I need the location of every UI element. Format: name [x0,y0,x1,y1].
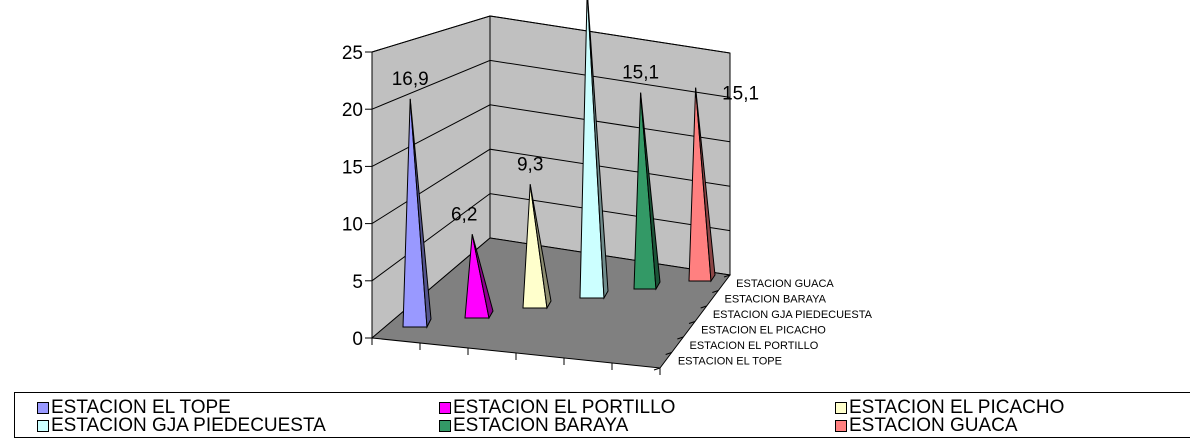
gridline [371,59,731,110]
legend-item: ESTACION BARAYA [439,415,629,436]
depth-tick-mark [700,305,707,309]
depth-tick-mark [665,352,672,355]
legend-item: ESTACION EL TOPE [37,397,231,418]
depth-category-label: ESTACION BARAYA [725,293,827,305]
y-tick-label: 15 [342,157,363,178]
legend-label: ESTACION EL PORTILLO [453,397,676,418]
depth-category-label: ESTACION GUACA [736,278,834,290]
legend-label: ESTACION EL PICACHO [849,397,1065,418]
legend-label: ESTACION GJA PIEDECUESTA [51,415,326,436]
legend-label: ESTACION EL TOPE [51,397,231,418]
legend-swatch [439,420,451,432]
y-tick-label: 10 [342,215,363,236]
depth-tick-mark [723,274,731,278]
depth-tick-mark [677,336,684,340]
legend-label: ESTACION GUACA [849,415,1018,436]
bar-side-face [409,98,432,329]
data-label: 15,1 [622,63,659,84]
legend-swatch [37,420,49,432]
bar-side-face [695,87,716,283]
y-tick-label: 20 [342,100,363,121]
data-label: 6,2 [451,204,477,225]
data-label: 9,3 [517,154,543,175]
bar-side-face [640,92,661,291]
depth-category-label: ESTACION GJA PIEDECUESTA [713,309,873,321]
legend-item: ESTACION GUACA [835,415,1018,436]
legend-item: ESTACION GJA PIEDECUESTA [37,415,326,436]
data-label: 15,1 [722,84,759,105]
y-tick-label: 5 [352,272,363,293]
depth-category-label: ESTACION EL TOPE [678,355,782,367]
legend-item: ESTACION EL PICACHO [835,397,1065,418]
legend-swatch [835,420,847,432]
legend-swatch [37,402,49,414]
bar-side-face [587,0,609,300]
y-tick-label: 0 [352,329,363,350]
bar-side-face [471,234,494,320]
depth-tick-mark [653,367,661,371]
depth-tick-mark [712,290,719,293]
legend: ESTACION EL TOPE ESTACION EL PORTILLO ESTA… [14,392,1190,438]
depth-category-label: ESTACION EL PICACHO [701,324,826,336]
legend-swatch [835,402,847,414]
data-label: 16,9 [392,69,429,90]
depth-tick-mark [688,321,696,324]
gridline [371,15,731,54]
depth-category-label: ESTACION EL PORTILLO [690,340,819,352]
bar-side-face [529,184,552,310]
y-tick-label: 25 [342,43,363,64]
legend-item: ESTACION EL PORTILLO [439,397,676,418]
legend-swatch [439,402,451,414]
legend-label: ESTACION BARAYA [453,415,629,436]
